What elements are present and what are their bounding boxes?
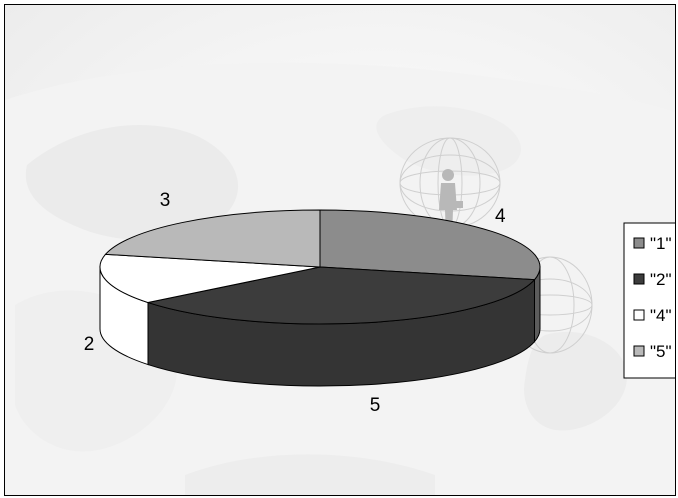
legend-label-2: "2" (650, 270, 672, 289)
legend-label-4: "4" (650, 306, 672, 325)
legend-swatch-2 (633, 273, 645, 285)
legend-swatch-5 (633, 345, 645, 357)
data-label-2: 5 (370, 395, 381, 416)
data-label-5: 3 (160, 190, 171, 211)
legend-box (623, 222, 675, 379)
chart-frame: 4 5 2 3 "1" "2" "4" "5" (4, 4, 676, 496)
legend: "1" "2" "4" "5" (623, 222, 675, 379)
pie-slice-2 (146, 266, 536, 325)
pie-slice-5 (104, 209, 321, 268)
pie-slice-4 (99, 253, 321, 304)
pie (99, 209, 541, 387)
data-label-1: 4 (495, 206, 506, 227)
data-labels: 4 5 2 3 (84, 190, 506, 416)
data-label-4: 2 (84, 334, 95, 355)
legend-label-5: "5" (650, 342, 672, 361)
legend-swatch-4 (633, 309, 645, 321)
legend-label-1: "1" (650, 234, 672, 253)
legend-swatch-1 (633, 237, 645, 249)
pie-slice-1 (319, 209, 541, 281)
pie-chart: 4 5 2 3 "1" "2" "4" "5" (5, 5, 675, 495)
